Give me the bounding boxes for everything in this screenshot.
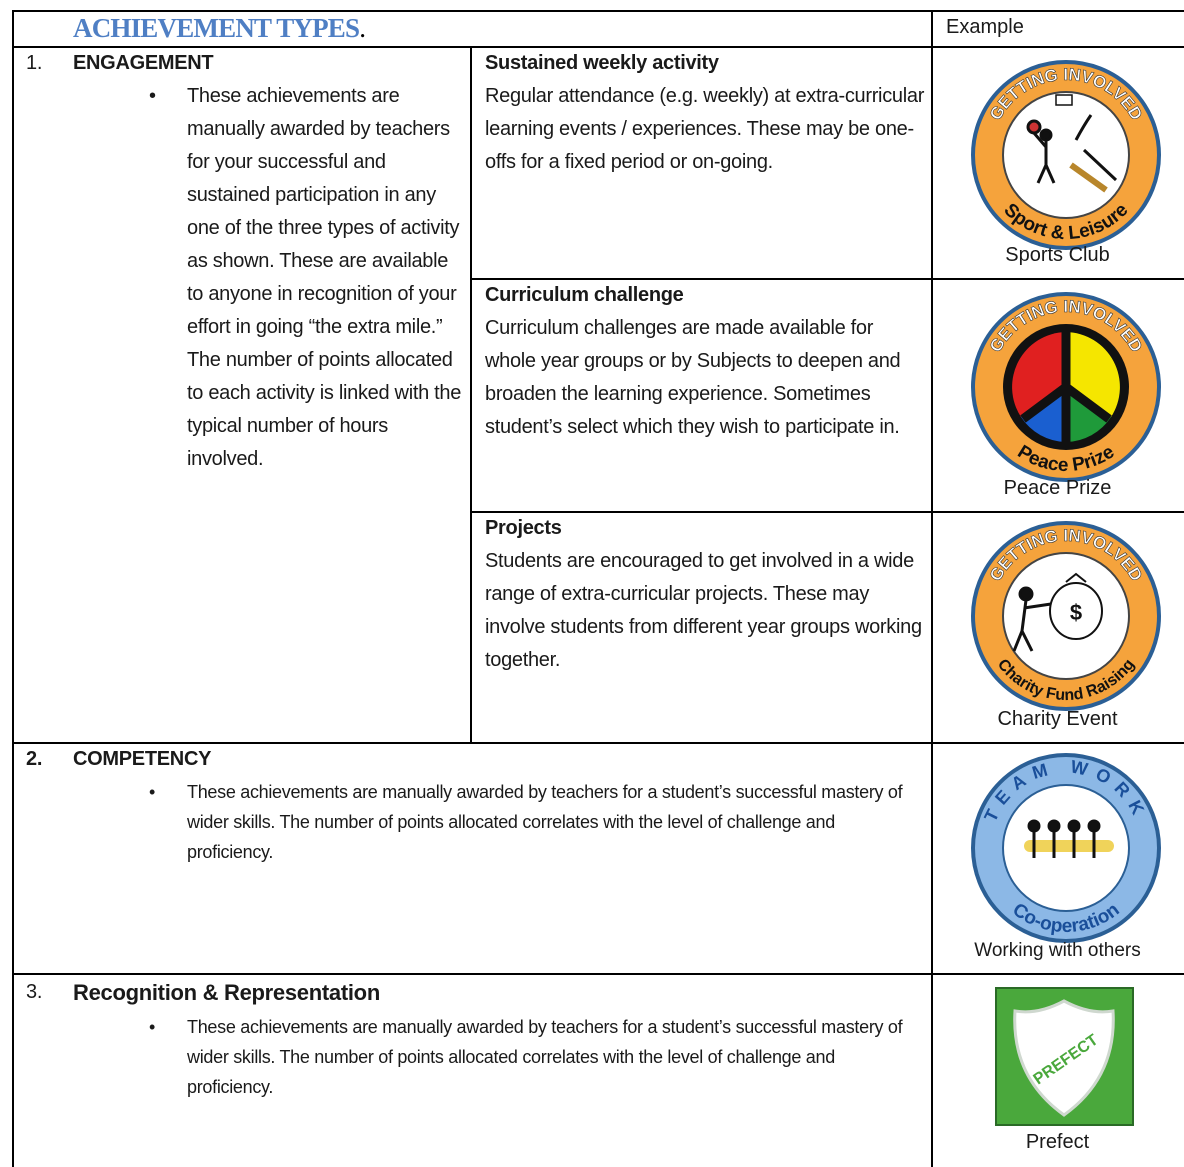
border: [470, 278, 1184, 280]
section-description: These achievements are manually awarded …: [149, 80, 465, 476]
activity-text: Regular attendance (e.g. weekly) at extr…: [485, 85, 925, 173]
badge: GETTING INVOLVED Peace Prize: [971, 292, 1161, 482]
title: ACHIEVEMENT TYPES: [73, 13, 360, 43]
section-number: 2.: [26, 748, 43, 770]
section-description: These achievements are manually awarded …: [149, 777, 907, 867]
section-number: 3.: [26, 981, 43, 1003]
activity: Sustained weekly activity Regular attend…: [485, 47, 925, 179]
activity-text: Students are encouraged to get involved …: [485, 550, 922, 671]
badge-icon: [1024, 819, 1114, 858]
section-description: These achievements are manually awarded …: [149, 1012, 907, 1102]
badge-center: [1002, 552, 1130, 680]
badge: GETTING INVOLVED Sport & Leisure: [971, 60, 1161, 250]
badge: PREFECT: [995, 987, 1134, 1126]
example-label: Working with others: [974, 940, 1141, 961]
border: [931, 10, 933, 1167]
activity-text: Curriculum challenges are made available…: [485, 317, 901, 438]
badge-shield: [1013, 999, 1115, 1117]
title-wrap: ACHIEVEMENT TYPES.: [73, 13, 366, 44]
example-label: Charity Event: [997, 708, 1118, 730]
section-heading: Recognition & Representation: [73, 980, 380, 1005]
badge: TEAM WORK Co-operation: [971, 753, 1161, 943]
example-label: Peace Prize: [1003, 477, 1112, 499]
activity-title: Curriculum challenge: [485, 284, 684, 306]
border: [470, 511, 1184, 513]
activity-title: Projects: [485, 517, 562, 539]
badge: $ GETTING INVOLVED Charity Fund Raising: [971, 521, 1161, 711]
example-heading: Example: [946, 16, 1024, 38]
badge-center: [1002, 91, 1130, 219]
example-label: Prefect: [1025, 1131, 1090, 1153]
border: [12, 742, 1184, 744]
border: [12, 973, 1184, 975]
badge-icon: [1026, 94, 1118, 193]
title-suffix: .: [359, 13, 366, 43]
border: [470, 46, 472, 742]
section-number: 1.: [26, 52, 43, 74]
badge-icon: [1020, 329, 1112, 445]
border: [12, 46, 1184, 48]
activity: Projects Students are encouraged to get …: [485, 512, 925, 677]
section-heading: ENGAGEMENT: [73, 52, 214, 74]
badge-icon: [1012, 572, 1103, 652]
border: [12, 10, 1184, 12]
badge-symbol: $: [1070, 600, 1082, 625]
section-heading: COMPETENCY: [73, 748, 212, 770]
example-label: Sports Club: [1005, 244, 1110, 266]
activity-title: Sustained weekly activity: [485, 52, 719, 74]
border: [12, 10, 14, 1167]
activity: Curriculum challenge Curriculum challeng…: [485, 279, 925, 444]
